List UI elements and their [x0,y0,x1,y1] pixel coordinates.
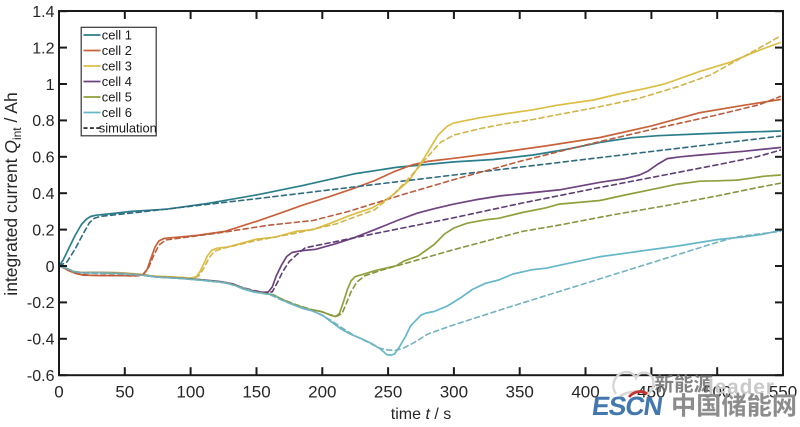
svg-text:0.8: 0.8 [32,113,54,130]
svg-text:1: 1 [46,77,55,94]
svg-text:-0.6: -0.6 [27,368,55,385]
svg-text:0: 0 [46,259,55,276]
svg-text:350: 350 [506,383,534,402]
svg-text:0.2: 0.2 [32,222,54,239]
svg-text:0: 0 [54,383,63,402]
svg-text:leader: leader [708,376,775,399]
svg-text:300: 300 [440,383,468,402]
svg-text:50: 50 [115,383,134,402]
svg-text:0.4: 0.4 [32,186,54,203]
svg-text:cell 5: cell 5 [102,90,132,105]
svg-text:cell 4: cell 4 [102,74,132,89]
svg-text:-0.4: -0.4 [27,332,55,349]
svg-text:1.4: 1.4 [32,4,54,21]
svg-text:cell 1: cell 1 [102,27,132,42]
svg-text:integrated current Qint / Ah: integrated current Qint / Ah [1,92,24,295]
svg-text:1.2: 1.2 [32,40,54,57]
svg-text:200: 200 [308,383,336,402]
svg-text:250: 250 [374,383,402,402]
svg-text:time t / s: time t / s [391,406,451,422]
svg-text:ESCN: ESCN [590,391,664,421]
svg-text:simulation: simulation [99,121,157,136]
svg-text:cell 2: cell 2 [102,43,132,58]
svg-text:400: 400 [571,383,599,402]
svg-text:150: 150 [242,383,270,402]
svg-text:cell 3: cell 3 [102,59,132,74]
svg-text:100: 100 [176,383,204,402]
svg-text:0.6: 0.6 [32,150,54,167]
svg-text:cell 6: cell 6 [102,105,132,120]
svg-text:-0.2: -0.2 [27,295,55,312]
